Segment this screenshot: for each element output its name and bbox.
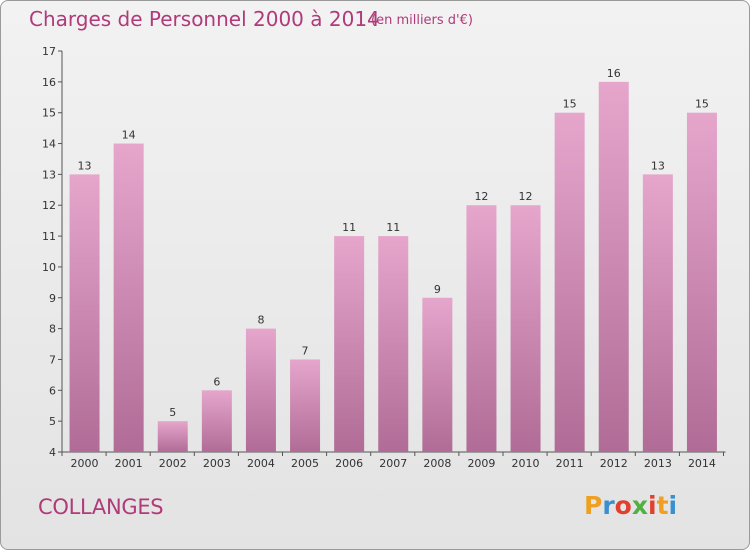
y-tick-label: 6 (49, 384, 56, 397)
x-tick-label: 2005 (291, 457, 319, 470)
data-label: 9 (434, 283, 441, 296)
bar-2001[interactable] (113, 143, 144, 453)
x-tick-label: 2012 (600, 457, 628, 470)
y-tick-label: 13 (42, 168, 56, 181)
data-label: 8 (257, 314, 264, 327)
x-tick-label: 2007 (379, 457, 407, 470)
x-tick-label: 2000 (71, 457, 99, 470)
bar-2006[interactable] (334, 236, 365, 452)
chart-labels: 2000 13 2001 14 2002 5 2003 6 2004 8 2005 7 2006 11 20… (71, 67, 716, 470)
x-tick-label: 2013 (644, 457, 672, 470)
y-tick-label: 12 (42, 199, 56, 212)
bar-2013[interactable] (642, 174, 673, 452)
y-tick-label: 15 (42, 107, 56, 120)
bar-2003[interactable] (201, 390, 232, 452)
data-label: 12 (519, 190, 533, 203)
bar-2005[interactable] (290, 359, 321, 452)
y-tick-label: 4 (49, 446, 56, 459)
bar-2009[interactable] (466, 205, 497, 452)
bar-2010[interactable] (510, 205, 541, 452)
y-tick-label: 11 (42, 230, 56, 243)
y-tick-label: 10 (42, 261, 56, 274)
logo-letter: x (631, 491, 648, 520)
logo-letter: i (648, 491, 657, 520)
bar-2014[interactable] (686, 112, 717, 452)
data-label: 13 (651, 159, 665, 172)
x-tick-label: 2004 (247, 457, 275, 470)
data-label: 15 (695, 98, 709, 111)
bar-2004[interactable] (245, 328, 276, 452)
bar-2008[interactable] (422, 297, 453, 452)
bar-2012[interactable] (598, 81, 629, 452)
data-label: 5 (169, 406, 176, 419)
x-tick-label: 2001 (115, 457, 143, 470)
x-tick-label: 2008 (423, 457, 451, 470)
y-tick-label: 14 (42, 138, 56, 151)
data-label: 12 (474, 190, 488, 203)
data-label: 15 (563, 98, 577, 111)
data-label: 16 (607, 67, 621, 80)
bar-2011[interactable] (554, 112, 585, 452)
x-tick-label: 2009 (467, 457, 495, 470)
data-label: 7 (302, 344, 309, 357)
x-tick-label: 2011 (556, 457, 584, 470)
data-label: 14 (122, 129, 136, 142)
data-label: 6 (213, 375, 220, 388)
logo-letter: o (614, 491, 632, 520)
y-tick-label: 8 (49, 323, 56, 336)
commune-name: COLLANGES (38, 495, 164, 519)
logo-letter: P (584, 491, 603, 520)
y-tick-label: 5 (49, 415, 56, 428)
bar-2000[interactable] (69, 174, 100, 452)
bar-2007[interactable] (378, 236, 409, 452)
y-tick-label: 17 (42, 45, 56, 58)
x-tick-label: 2010 (512, 457, 540, 470)
x-tick-label: 2003 (203, 457, 231, 470)
x-tick-label: 2006 (335, 457, 363, 470)
logo-letter: t (656, 491, 669, 520)
data-label: 11 (386, 221, 400, 234)
proxiti-logo[interactable]: Proxiti (584, 491, 677, 520)
x-tick-label: 2002 (159, 457, 187, 470)
logo-letter: r (602, 491, 615, 520)
bar-2002[interactable] (157, 421, 188, 452)
chart-bars (69, 81, 717, 453)
y-tick-label: 9 (49, 292, 56, 305)
data-label: 11 (342, 221, 356, 234)
y-tick-label: 16 (42, 76, 56, 89)
y-tick-label: 7 (49, 353, 56, 366)
logo-letter: i (668, 491, 678, 520)
x-tick-label: 2014 (688, 457, 716, 470)
data-label: 13 (78, 159, 92, 172)
chart-title: Charges de Personnel 2000 à 2014 (29, 7, 380, 31)
chart-subtitle: (en milliers d'€) (371, 13, 473, 28)
